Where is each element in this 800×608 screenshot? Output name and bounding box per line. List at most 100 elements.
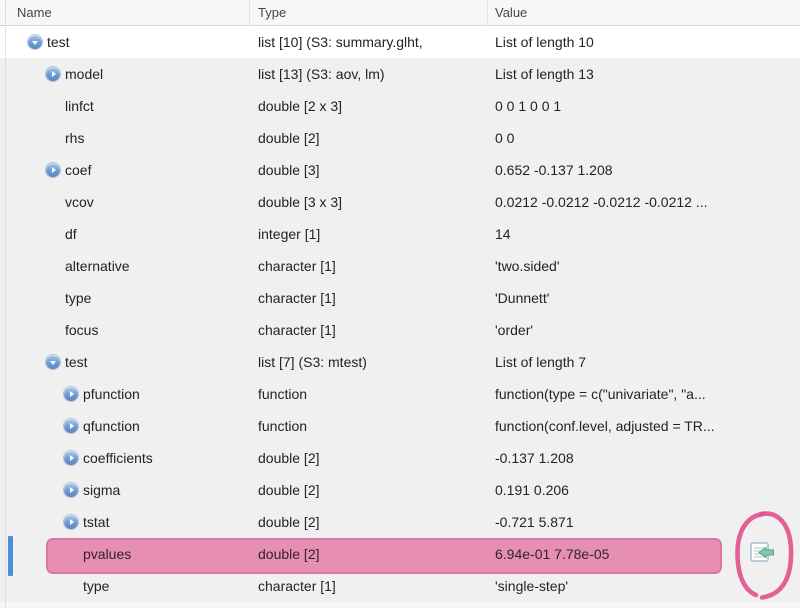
name-cell: rhs	[0, 122, 250, 154]
object-type: double [3 x 3]	[258, 194, 343, 210]
name-cell: vcov	[0, 186, 250, 218]
object-value: -0.137 1.208	[495, 450, 574, 466]
value-cell: 'order'	[488, 314, 800, 346]
column-header-type: Type	[250, 0, 488, 25]
object-type: integer [1]	[258, 226, 321, 242]
expand-arrow-icon[interactable]	[64, 515, 78, 529]
object-name: df	[65, 226, 77, 242]
object-value: function(conf.level, adjusted = TR...	[495, 418, 715, 434]
tree-row[interactable]: type character [1] 'single-step'	[0, 570, 800, 602]
value-cell: 0.191 0.206	[488, 474, 800, 506]
type-cell: character [1]	[250, 250, 488, 282]
tree-row[interactable]: df integer [1] 14	[0, 218, 800, 250]
tree-row[interactable]: model list [13] (S3: aov, lm) List of le…	[0, 58, 800, 90]
tree-row[interactable]: pvalues double [2] 6.94e-01 7.78e-05	[0, 538, 800, 574]
object-value: 0.652 -0.137 1.208	[495, 162, 613, 178]
name-cell: alternative	[0, 250, 250, 282]
tree-row[interactable]: vcov double [3 x 3] 0.0212 -0.0212 -0.02…	[0, 186, 800, 218]
object-name: pfunction	[83, 386, 140, 402]
expand-arrow-icon[interactable]	[64, 451, 78, 465]
column-header-value: Value	[488, 0, 800, 25]
name-cell: qfunction	[0, 410, 250, 442]
type-cell: double [2]	[250, 506, 488, 538]
value-cell: 6.94e-01 7.78e-05	[488, 538, 800, 570]
column-header-name-label: Name	[17, 5, 52, 20]
column-header-name: Name	[0, 0, 250, 25]
object-type: double [2]	[258, 514, 320, 530]
expand-arrow-icon[interactable]	[46, 163, 60, 177]
tree-row[interactable]: test list [10] (S3: summary.glht, List o…	[0, 26, 800, 58]
tree-row[interactable]: tstat double [2] -0.721 5.871	[0, 506, 800, 538]
type-cell: double [3 x 3]	[250, 186, 488, 218]
name-cell: tstat	[0, 506, 250, 538]
name-cell: focus	[0, 314, 250, 346]
expand-arrow-icon[interactable]	[46, 67, 60, 81]
name-cell: type	[0, 282, 250, 314]
value-cell: List of length 7	[488, 346, 800, 378]
name-cell: test	[0, 26, 250, 58]
object-tree: test list [10] (S3: summary.glht, List o…	[0, 26, 800, 602]
value-cell: 0 0 1 0 0 1	[488, 90, 800, 122]
value-cell: 'Dunnett'	[488, 282, 800, 314]
object-type: double [3]	[258, 162, 320, 178]
object-value: List of length 13	[495, 66, 594, 82]
object-type: list [10] (S3: summary.glht,	[258, 34, 423, 50]
type-cell: double [2]	[250, 474, 488, 506]
tree-row[interactable]: coefficients double [2] -0.137 1.208	[0, 442, 800, 474]
object-type: double [2]	[258, 482, 320, 498]
name-cell: coef	[0, 154, 250, 186]
column-header-value-label: Value	[495, 5, 528, 20]
collapse-arrow-icon[interactable]	[46, 355, 60, 369]
object-type: list [7] (S3: mtest)	[258, 354, 367, 370]
object-value: 0 0 1 0 0 1	[495, 98, 562, 114]
column-header-type-label: Type	[258, 5, 287, 20]
object-type: character [1]	[258, 258, 336, 274]
value-cell: -0.137 1.208	[488, 442, 800, 474]
object-value: 0 0	[495, 130, 515, 146]
object-name: focus	[65, 322, 99, 338]
tree-row[interactable]: coef double [3] 0.652 -0.137 1.208	[0, 154, 800, 186]
type-cell: function	[250, 378, 488, 410]
value-cell: List of length 13	[488, 58, 800, 90]
tree-row[interactable]: qfunction function function(conf.level, …	[0, 410, 800, 442]
tree-row[interactable]: test list [7] (S3: mtest) List of length…	[0, 346, 800, 378]
value-cell: function(type = c("univariate", "a...	[488, 378, 800, 410]
name-cell: type	[0, 570, 250, 602]
object-value: 'Dunnett'	[495, 290, 550, 306]
value-cell: 0 0	[488, 122, 800, 154]
object-value: function(type = c("univariate", "a...	[495, 386, 706, 402]
object-name: vcov	[65, 194, 94, 210]
extract-code-button[interactable]	[748, 539, 776, 567]
tree-row[interactable]: alternative character [1] 'two.sided'	[0, 250, 800, 282]
tree-row[interactable]: sigma double [2] 0.191 0.206	[0, 474, 800, 506]
collapse-arrow-icon[interactable]	[28, 35, 42, 49]
expand-arrow-icon[interactable]	[64, 419, 78, 433]
object-name: type	[83, 578, 110, 594]
tree-row[interactable]: linfct double [2 x 3] 0 0 1 0 0 1	[0, 90, 800, 122]
type-cell: double [2]	[250, 122, 488, 154]
object-value: 0.0212 -0.0212 -0.0212 -0.0212 ...	[495, 194, 708, 210]
value-cell: 'single-step'	[488, 570, 800, 602]
value-cell: function(conf.level, adjusted = TR...	[488, 410, 800, 442]
name-cell: coefficients	[0, 442, 250, 474]
tree-row[interactable]: pfunction function function(type = c("un…	[0, 378, 800, 410]
object-type: double [2]	[258, 130, 320, 146]
expand-arrow-icon[interactable]	[64, 387, 78, 401]
type-cell: list [7] (S3: mtest)	[250, 346, 488, 378]
tree-row[interactable]: focus character [1] 'order'	[0, 314, 800, 346]
value-cell: 14	[488, 218, 800, 250]
object-value: 6.94e-01 7.78e-05	[495, 546, 610, 562]
expand-arrow-icon[interactable]	[64, 483, 78, 497]
object-type: double [2]	[258, 450, 320, 466]
object-name: type	[65, 290, 92, 306]
name-cell: test	[0, 346, 250, 378]
object-name: test	[65, 354, 88, 370]
tree-row[interactable]: type character [1] 'Dunnett'	[0, 282, 800, 314]
type-cell: double [3]	[250, 154, 488, 186]
value-cell: 'two.sided'	[488, 250, 800, 282]
type-cell: character [1]	[250, 282, 488, 314]
tree-row[interactable]: rhs double [2] 0 0	[0, 122, 800, 154]
object-value: 14	[495, 226, 511, 242]
type-cell: list [10] (S3: summary.glht,	[250, 26, 488, 58]
